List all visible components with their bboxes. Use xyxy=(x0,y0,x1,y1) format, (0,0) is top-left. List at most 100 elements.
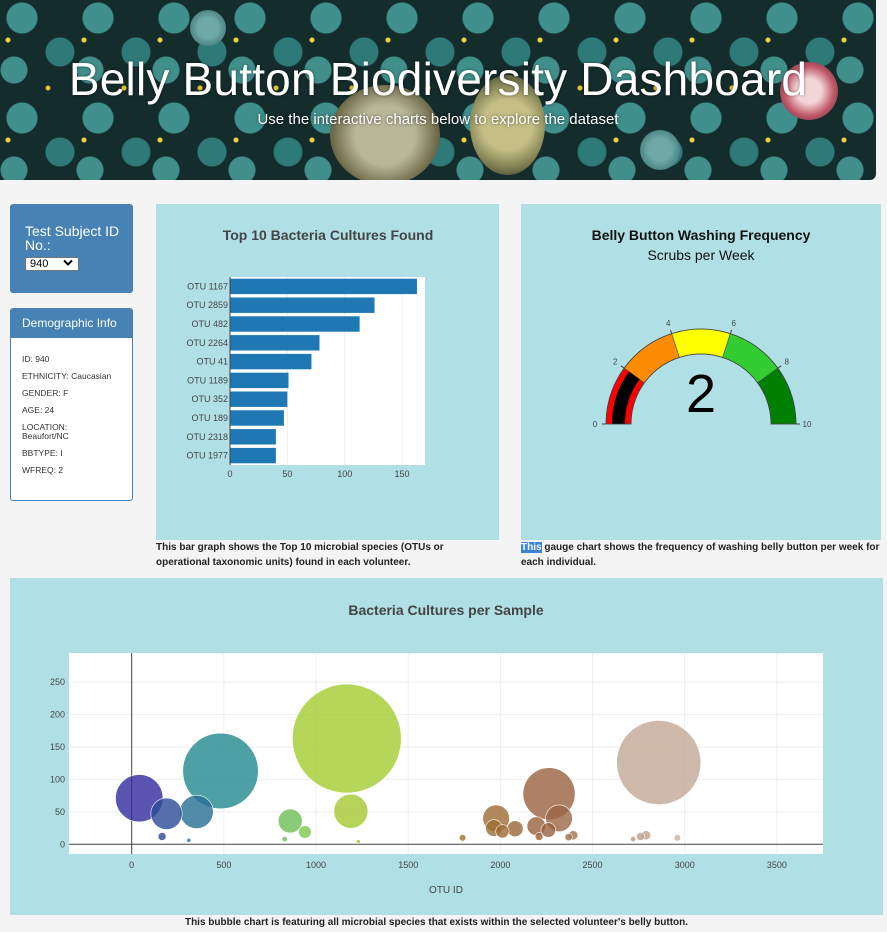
bubble[interactable] xyxy=(182,732,259,810)
bar-chart-title: Top 10 Bacteria Cultures Found xyxy=(223,227,434,243)
bubble[interactable] xyxy=(298,825,312,839)
bubble-x-tick-label: 2000 xyxy=(490,860,510,870)
bubble[interactable] xyxy=(540,822,556,838)
bar[interactable] xyxy=(230,447,276,464)
bar-chart[interactable]: Top 10 Bacteria Cultures Found 0 50 100 150… xyxy=(156,204,499,540)
bubble-chart-title: Bacteria Cultures per Sample xyxy=(348,602,544,618)
gauge-panel: Belly Button Washing Frequency Scrubs pe… xyxy=(521,204,881,540)
subject-id-select[interactable]: 940 xyxy=(25,257,79,271)
bubble-x-tick-label: 2500 xyxy=(583,860,603,870)
bar[interactable] xyxy=(230,391,288,407)
gauge-value-bar xyxy=(612,371,640,424)
bar-category-label: OTU 352 xyxy=(191,394,228,404)
bubble-x-tick-label: 1000 xyxy=(306,860,326,870)
bar-x-tick-label: 0 xyxy=(227,469,232,479)
gauge-tick-label: 2 xyxy=(613,358,618,367)
bubble-y-tick-label: 250 xyxy=(50,677,65,687)
bubble-y-tick-label: 200 xyxy=(50,710,65,720)
bubble[interactable] xyxy=(506,820,524,838)
bubble[interactable] xyxy=(673,834,682,842)
bubble[interactable] xyxy=(458,834,467,842)
demo-age: AGE: 24 xyxy=(22,405,55,415)
gauge-tick xyxy=(669,329,673,334)
bubble-x-tick-label: 3000 xyxy=(675,860,695,870)
subject-id-value: 940 xyxy=(30,258,49,270)
bar-chart-caption: This bar graph shows the Top 10 microbia… xyxy=(156,542,444,568)
bubble-chart-panel: Bacteria Cultures per Sample 0 50 100 150 20… xyxy=(10,578,883,915)
bar[interactable] xyxy=(230,335,320,351)
bar[interactable] xyxy=(230,372,289,389)
bar-x-tick-label: 100 xyxy=(337,469,352,479)
gauge-chart-caption: This gauge chart shows the frequency of … xyxy=(521,542,880,568)
bar[interactable] xyxy=(230,297,375,313)
bar-category-label: OTU 2318 xyxy=(186,432,228,442)
gauge-outline xyxy=(605,328,797,425)
bar-category-label: OTU 2859 xyxy=(186,300,228,310)
gauge-tick-label: 4 xyxy=(666,319,671,328)
bar-category-label: OTU 189 xyxy=(191,413,228,423)
bubble[interactable] xyxy=(157,832,167,841)
bar[interactable] xyxy=(230,316,360,332)
bubble[interactable] xyxy=(630,836,637,843)
demographic-body: ID: 940 ETHNICITY: Caucasian GENDER: F A… xyxy=(11,338,132,475)
bubble-chart[interactable]: Bacteria Cultures per Sample 0 50 100 150 20… xyxy=(10,578,883,915)
banner-decor xyxy=(470,75,545,175)
gauge-chart[interactable]: Belly Button Washing Frequency Scrubs pe… xyxy=(521,204,881,540)
bar-x-tick-label: 50 xyxy=(282,469,292,479)
bubble[interactable] xyxy=(495,824,510,839)
bubble-x-tick-label: 1500 xyxy=(398,860,418,870)
banner-decor xyxy=(330,85,440,180)
gauge-tick xyxy=(729,329,733,334)
bubble-y-tick-label: 100 xyxy=(50,774,65,784)
bubble[interactable] xyxy=(179,794,214,829)
bubble-x-tick-label: 3500 xyxy=(767,860,787,870)
bubble-plot-area xyxy=(69,653,823,854)
bar-category-label: OTU 41 xyxy=(196,357,228,367)
banner-decor xyxy=(190,10,226,46)
bar[interactable] xyxy=(230,429,276,445)
demo-gender: GENDER: F xyxy=(22,388,69,398)
bubble[interactable] xyxy=(186,838,192,843)
gauge-tick-label: 6 xyxy=(732,319,737,328)
bar[interactable] xyxy=(230,353,312,370)
bubble-chart-caption: This bubble chart is featuring all micro… xyxy=(184,917,689,928)
gauge-tick-label: 8 xyxy=(785,358,790,367)
bubble-x-tick-label: 500 xyxy=(216,860,231,870)
bubble[interactable] xyxy=(356,839,361,844)
page-subtitle: Use the interactive charts below to expl… xyxy=(257,111,619,128)
gauge-tick-label: 10 xyxy=(803,420,812,429)
subject-selector-panel: Test Subject ID No.: 940 xyxy=(10,204,133,293)
bar[interactable] xyxy=(230,278,417,295)
bubble[interactable] xyxy=(636,832,645,841)
bar-x-tick-label: 150 xyxy=(395,469,410,479)
demo-wfreq: WFREQ: 2 xyxy=(22,465,64,475)
bubble[interactable] xyxy=(333,793,369,829)
demo-ethnicity: ETHNICITY: Caucasian xyxy=(22,371,112,381)
banner-decor xyxy=(780,62,838,120)
bar-category-label: OTU 1167 xyxy=(187,281,228,291)
bubble-y-tick-label: 50 xyxy=(55,807,65,817)
bubble-y-tick-label: 150 xyxy=(50,742,65,752)
gauge-tick xyxy=(620,365,625,369)
gauge-value: 2 xyxy=(686,364,716,424)
subject-selector-label: Test Subject ID No.: xyxy=(25,223,120,253)
bubble[interactable] xyxy=(616,720,702,805)
bubble[interactable] xyxy=(564,833,573,842)
bar-category-label: OTU 482 xyxy=(191,319,228,329)
gauge-tick-label: 0 xyxy=(593,420,598,429)
bubble[interactable] xyxy=(281,836,288,843)
demo-location: LOCATION: Beaufort/NC xyxy=(22,422,69,441)
bubble[interactable] xyxy=(150,797,183,830)
demographic-title: Demographic Info xyxy=(11,309,132,338)
demographic-panel: Demographic Info ID: 940 ETHNICITY: Cauc… xyxy=(10,308,133,501)
gauge-tick xyxy=(777,365,782,369)
page-title: Belly Button Biodiversity Dashboard xyxy=(68,53,808,105)
bubble[interactable] xyxy=(277,808,303,834)
bubble[interactable] xyxy=(534,832,544,841)
bar[interactable] xyxy=(230,410,284,426)
bar-category-label: OTU 1977 xyxy=(186,451,228,461)
gauge-band xyxy=(671,328,731,358)
bubble-x-axis-label: OTU ID xyxy=(429,885,463,896)
bubble[interactable] xyxy=(292,683,402,794)
bar-chart-panel: Top 10 Bacteria Cultures Found 0 50 100 150… xyxy=(156,204,499,540)
